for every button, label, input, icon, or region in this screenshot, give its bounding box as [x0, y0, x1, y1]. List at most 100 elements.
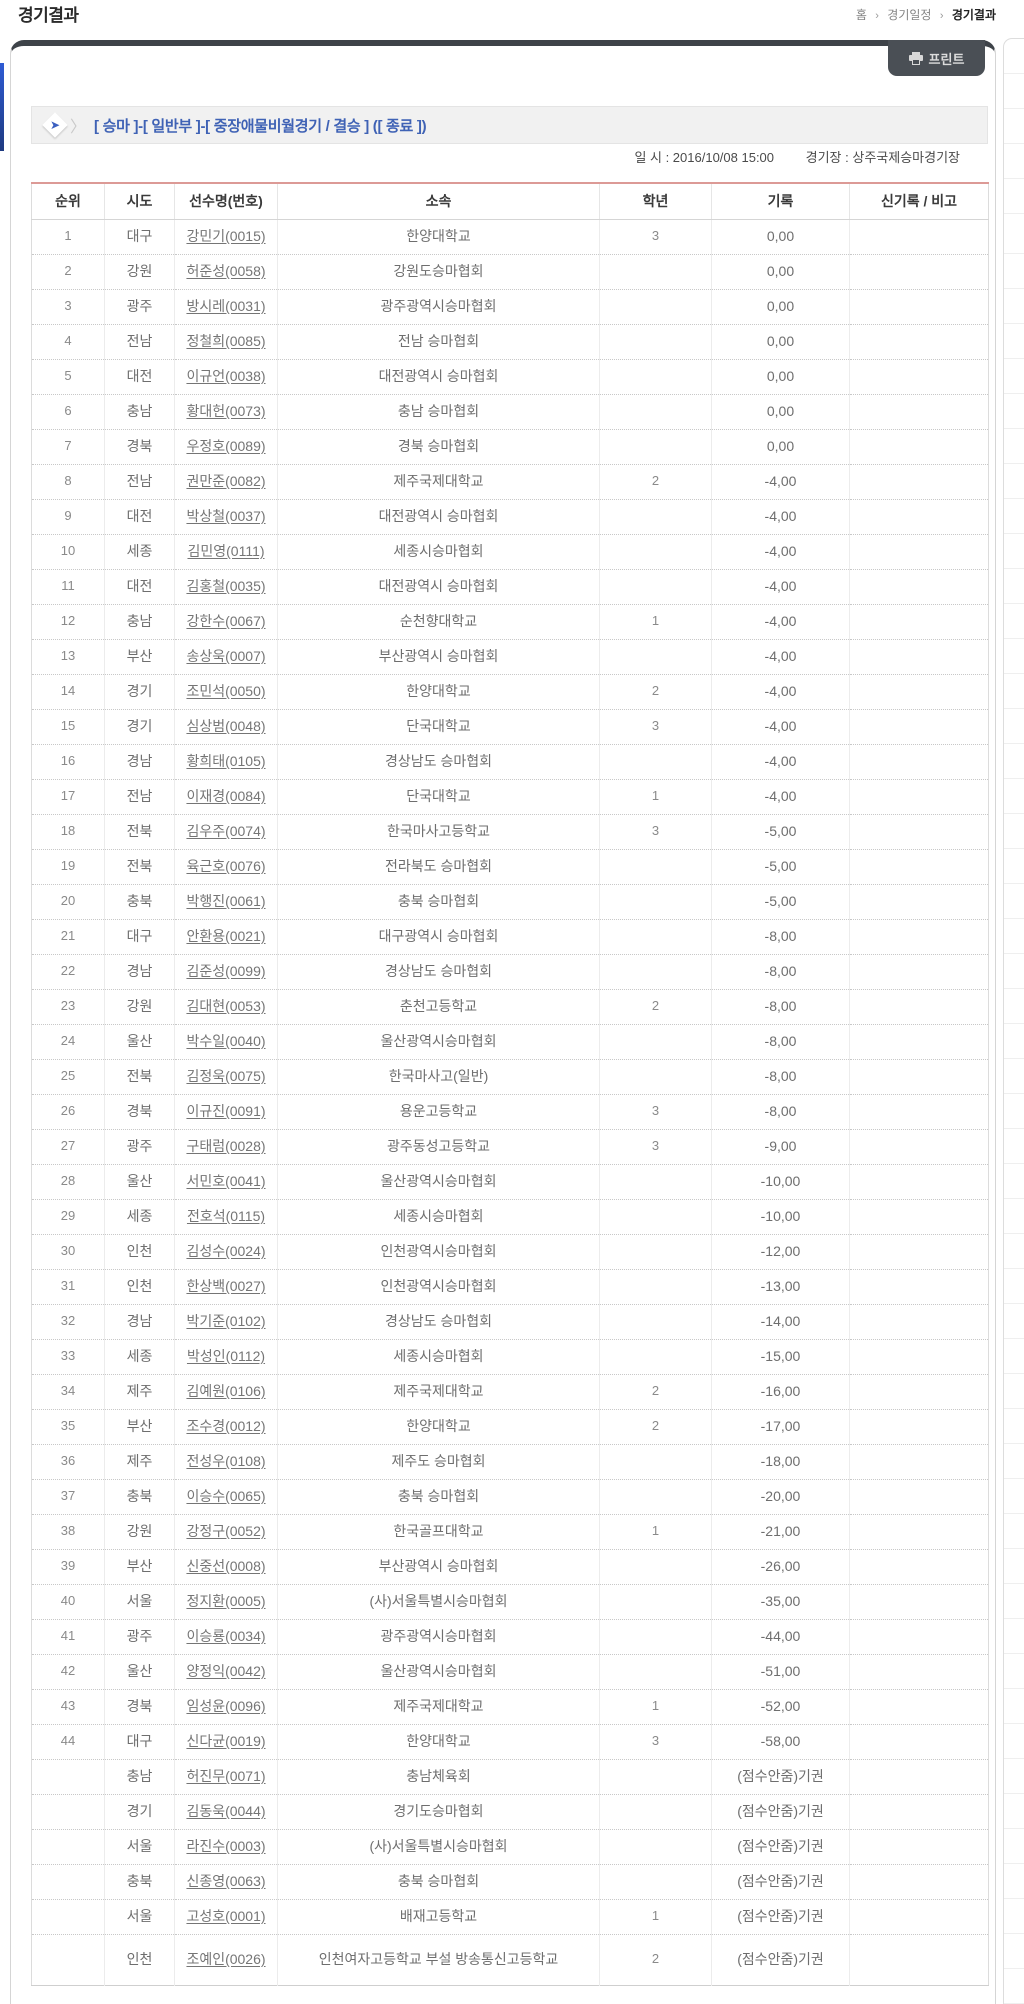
cell-grade	[599, 1548, 712, 1584]
cell-note	[849, 1128, 989, 1164]
player-link[interactable]: 전호석(0115)	[186, 1207, 266, 1224]
player-link[interactable]: 정철희(0085)	[186, 332, 266, 349]
cell-grade: 1	[599, 778, 712, 814]
player-link[interactable]: 신다균(0019)	[186, 1732, 266, 1749]
player-link[interactable]: 이승룡(0034)	[186, 1627, 266, 1644]
cell-record: -4,00	[711, 568, 850, 604]
player-link[interactable]: 심상범(0048)	[186, 717, 266, 734]
cell-sido: 인천	[104, 1233, 175, 1269]
cell-sido: 충남	[104, 603, 175, 639]
player-link[interactable]: 이승수(0065)	[186, 1487, 266, 1504]
breadcrumb-home[interactable]: 홈	[855, 8, 867, 22]
table-row: 15 경기 심상범(0048) 단국대학교 3 -4,00	[31, 708, 989, 744]
table-row: 9 대전 박상철(0037) 대전광역시 승마협회 -4,00	[31, 498, 989, 534]
cell-record: (점수안줌)기권	[711, 1863, 850, 1899]
player-link[interactable]: 송상욱(0007)	[186, 647, 266, 664]
player-link[interactable]: 신종영(0063)	[186, 1872, 266, 1889]
player-link[interactable]: 김예원(0106)	[186, 1382, 266, 1399]
table-row: 41 광주 이승룡(0034) 광주광역시승마협회 -44,00	[31, 1618, 989, 1654]
player-link[interactable]: 이재경(0084)	[186, 787, 266, 804]
player-link[interactable]: 허진무(0071)	[186, 1767, 266, 1784]
player-link[interactable]: 김동욱(0044)	[186, 1802, 266, 1819]
player-link[interactable]: 권만준(0082)	[186, 472, 266, 489]
player-link[interactable]: 황대헌(0073)	[186, 402, 266, 419]
player-link[interactable]: 조민석(0050)	[186, 682, 266, 699]
player-link[interactable]: 조예인(0026)	[186, 1950, 266, 1967]
player-link[interactable]: 김대현(0053)	[186, 997, 266, 1014]
cell-team: (사)서울특별시승마협회	[277, 1583, 600, 1619]
player-link[interactable]: 강한수(0067)	[186, 612, 266, 629]
cell-name: 심상범(0048)	[174, 708, 278, 744]
player-link[interactable]: 박상철(0037)	[186, 507, 266, 524]
table-row: 24 울산 박수일(0040) 울산광역시승마협회 -8,00	[31, 1023, 989, 1059]
cell-note	[849, 1898, 989, 1934]
cell-grade	[599, 918, 712, 954]
cell-grade	[599, 1303, 712, 1339]
table-row: 33 세종 박성인(0112) 세종시승마협회 -15,00	[31, 1338, 989, 1374]
cell-sido: 인천	[104, 1933, 175, 1985]
cell-note	[849, 1058, 989, 1094]
player-link[interactable]: 이규언(0038)	[186, 367, 266, 384]
player-link[interactable]: 육근호(0076)	[186, 857, 266, 874]
player-link[interactable]: 김홍철(0035)	[186, 577, 266, 594]
cell-note	[849, 533, 989, 569]
player-link[interactable]: 김민영(0111)	[187, 542, 265, 559]
player-link[interactable]: 박성인(0112)	[186, 1347, 266, 1364]
player-link[interactable]: 이규진(0091)	[186, 1102, 266, 1119]
player-link[interactable]: 방시레(0031)	[186, 297, 266, 314]
breadcrumb: 홈 › 경기일정 › 경기결과	[856, 6, 996, 23]
player-link[interactable]: 한상백(0027)	[186, 1277, 266, 1294]
player-link[interactable]: 박행진(0061)	[186, 892, 266, 909]
player-link[interactable]: 박기준(0102)	[186, 1312, 266, 1329]
cell-note	[849, 288, 989, 324]
cell-note	[849, 1198, 989, 1234]
breadcrumb-schedule[interactable]: 경기일정	[887, 8, 932, 22]
player-link[interactable]: 신중선(0008)	[186, 1557, 266, 1574]
player-link[interactable]: 황희태(0105)	[186, 752, 266, 769]
player-link[interactable]: 강정구(0052)	[186, 1522, 266, 1539]
cell-name: 전호석(0115)	[174, 1198, 278, 1234]
player-link[interactable]: 허준성(0058)	[186, 262, 266, 279]
cell-note	[849, 1093, 989, 1129]
player-link[interactable]: 고성호(0001)	[186, 1907, 266, 1924]
print-button[interactable]: 프린트	[888, 40, 985, 76]
cell-record: -4,00	[711, 463, 850, 499]
player-link[interactable]: 전성우(0108)	[186, 1452, 266, 1469]
cell-note	[849, 1758, 989, 1794]
cell-name: 김동욱(0044)	[174, 1793, 278, 1829]
cell-team: 한국마사고등학교	[277, 813, 600, 849]
player-link[interactable]: 김준성(0099)	[186, 962, 266, 979]
cell-team: 경북 승마협회	[277, 428, 600, 464]
player-link[interactable]: 정지환(0005)	[186, 1592, 266, 1609]
cell-rank: 24	[31, 1023, 105, 1059]
cell-record: -52,00	[711, 1688, 850, 1724]
cell-note	[849, 1933, 989, 1985]
player-link[interactable]: 우정호(0089)	[186, 437, 266, 454]
player-link[interactable]: 김우주(0074)	[186, 822, 266, 839]
cell-grade: 3	[599, 708, 712, 744]
cell-team: 충북 승마협회	[277, 1478, 600, 1514]
player-link[interactable]: 서민호(0041)	[186, 1172, 266, 1189]
cell-grade	[599, 1478, 712, 1514]
player-link[interactable]: 구태럼(0028)	[186, 1137, 266, 1154]
cell-team: 경상남도 승마협회	[277, 743, 600, 779]
player-link[interactable]: 안환용(0021)	[186, 927, 266, 944]
cell-grade: 2	[599, 463, 712, 499]
player-link[interactable]: 라진수(0003)	[186, 1837, 266, 1854]
table-row: 26 경북 이규진(0091) 용운고등학교 3 -8,00	[31, 1093, 989, 1129]
player-link[interactable]: 김성수(0024)	[186, 1242, 266, 1259]
cell-note	[849, 253, 989, 289]
cell-team: 제주국제대학교	[277, 1373, 600, 1409]
player-link[interactable]: 양정익(0042)	[186, 1662, 266, 1679]
player-link[interactable]: 임성윤(0096)	[186, 1697, 266, 1714]
cell-note	[849, 1303, 989, 1339]
cell-grade	[599, 323, 712, 359]
cell-grade: 3	[599, 219, 712, 254]
player-link[interactable]: 강민기(0015)	[186, 227, 266, 244]
cell-sido: 경남	[104, 743, 175, 779]
player-link[interactable]: 김정욱(0075)	[186, 1067, 266, 1084]
player-link[interactable]: 박수일(0040)	[186, 1032, 266, 1049]
player-link[interactable]: 조수경(0012)	[186, 1417, 266, 1434]
cell-record: -4,00	[711, 743, 850, 779]
cell-name: 김준성(0099)	[174, 953, 278, 989]
